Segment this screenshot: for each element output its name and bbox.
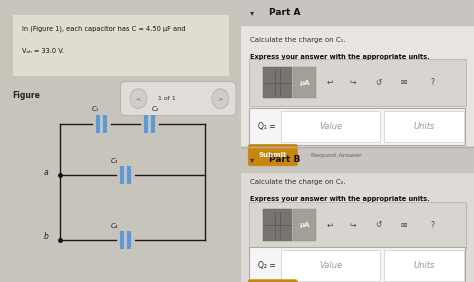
Text: b: b: [43, 232, 48, 241]
Circle shape: [130, 89, 147, 109]
Text: Express your answer with the appropriate units.: Express your answer with the appropriate…: [250, 196, 430, 202]
Text: C₄: C₄: [111, 223, 118, 229]
Text: C₁: C₁: [91, 106, 99, 112]
Text: ↩: ↩: [326, 221, 333, 230]
Text: Submit: Submit: [258, 152, 287, 158]
Text: ✉: ✉: [401, 78, 407, 87]
Bar: [241, 147, 474, 172]
Text: C₃: C₃: [111, 158, 118, 164]
FancyBboxPatch shape: [248, 144, 298, 166]
Text: ↪: ↪: [349, 78, 356, 87]
Text: ▾: ▾: [250, 155, 255, 164]
FancyBboxPatch shape: [249, 59, 466, 106]
Text: ↪: ↪: [349, 221, 356, 230]
Text: ↺: ↺: [375, 78, 382, 87]
FancyBboxPatch shape: [281, 111, 380, 142]
Bar: [241, 0, 474, 147]
Text: Part A: Part A: [269, 8, 300, 17]
Circle shape: [212, 89, 229, 109]
FancyBboxPatch shape: [383, 250, 464, 281]
FancyBboxPatch shape: [12, 14, 229, 76]
Text: Vₐₕ = 33.0 V.: Vₐₕ = 33.0 V.: [22, 48, 64, 54]
Text: 1 of 1: 1 of 1: [158, 96, 176, 101]
FancyBboxPatch shape: [120, 82, 236, 116]
Text: Q₁ =: Q₁ =: [258, 122, 276, 131]
Bar: [241, 147, 474, 282]
FancyBboxPatch shape: [292, 67, 316, 98]
Text: Express your answer with the appropriate units.: Express your answer with the appropriate…: [250, 54, 430, 60]
FancyBboxPatch shape: [281, 250, 380, 281]
Text: <: <: [136, 96, 141, 101]
Text: ↺: ↺: [375, 221, 382, 230]
Text: μA: μA: [299, 80, 310, 86]
FancyBboxPatch shape: [249, 202, 466, 248]
Text: Request Answer: Request Answer: [311, 153, 361, 158]
Text: ▾: ▾: [250, 8, 255, 17]
Text: C₂: C₂: [152, 106, 159, 112]
Text: ?: ?: [430, 78, 434, 87]
FancyBboxPatch shape: [248, 280, 298, 282]
Text: Q₂ =: Q₂ =: [258, 261, 276, 270]
FancyBboxPatch shape: [249, 247, 465, 282]
Text: Value: Value: [319, 261, 342, 270]
Text: ↩: ↩: [326, 78, 333, 87]
FancyBboxPatch shape: [264, 67, 292, 98]
Text: >: >: [218, 96, 223, 101]
Text: Figure: Figure: [12, 91, 40, 100]
Text: Calculate the charge on C₂.: Calculate the charge on C₂.: [250, 179, 346, 185]
FancyBboxPatch shape: [249, 108, 465, 145]
Text: a: a: [43, 168, 48, 177]
Text: Units: Units: [413, 261, 435, 270]
FancyBboxPatch shape: [292, 209, 316, 241]
Text: ✉: ✉: [401, 221, 407, 230]
Text: Calculate the charge on C₁.: Calculate the charge on C₁.: [250, 37, 346, 43]
Text: μA: μA: [299, 222, 310, 228]
FancyBboxPatch shape: [383, 111, 464, 142]
Text: ?: ?: [430, 221, 434, 230]
Text: Value: Value: [319, 122, 342, 131]
FancyBboxPatch shape: [264, 209, 292, 241]
Text: Units: Units: [413, 122, 435, 131]
Text: In (Figure 1), each capacitor has C = 4.50 μF and: In (Figure 1), each capacitor has C = 4.…: [22, 25, 185, 32]
Bar: [241, 0, 474, 25]
Text: Part B: Part B: [269, 155, 300, 164]
